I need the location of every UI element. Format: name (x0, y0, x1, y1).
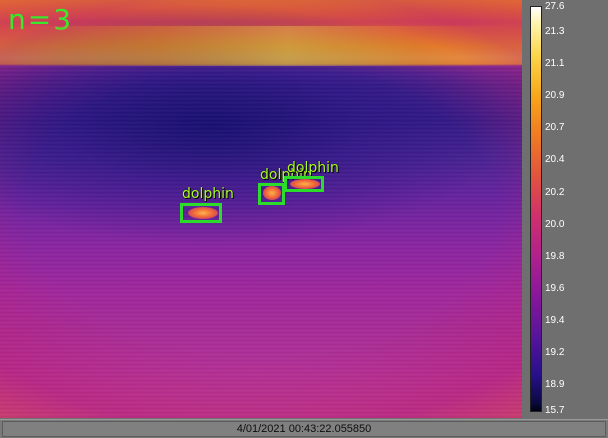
colorbar-tick: 19.8 (545, 251, 565, 262)
status-bar: 4/01/2021 00:43:22.055850 (0, 419, 608, 438)
temperature-colorbar (530, 6, 542, 412)
colorbar-tick: 27.6 (545, 1, 565, 12)
colorbar-tick: 21.3 (545, 26, 565, 37)
detection-count: n=3 (8, 3, 74, 36)
colorbar-tick: 19.4 (545, 315, 565, 326)
colorbar-tick: 19.6 (545, 283, 565, 294)
colorbar-tick: 20.4 (545, 154, 565, 165)
detection-label: dolphin (182, 186, 234, 202)
colorbar-tick: 20.0 (545, 219, 565, 230)
detection-label: dolphin (287, 160, 339, 176)
colorbar-tick: 21.1 (545, 58, 565, 69)
colorbar-tick: 18.9 (545, 379, 565, 390)
thermal-image-view: n=3 dolphin dolphin dolphin (0, 0, 522, 418)
detection-box[interactable] (258, 183, 285, 205)
colorbar-tick: 20.7 (545, 122, 565, 133)
frame-timestamp: 4/01/2021 00:43:22.055850 (236, 423, 372, 435)
colorbar-tick: 20.9 (545, 90, 565, 101)
dolphin-heat-signature (290, 179, 320, 189)
colorbar-tick: 15.7 (545, 405, 565, 416)
detection-box[interactable] (180, 203, 222, 223)
colorbar-tick: 19.2 (545, 347, 565, 358)
dolphin-heat-signature (263, 186, 281, 200)
dolphin-heat-signature (188, 207, 218, 219)
detection-box[interactable] (284, 176, 324, 192)
colorbar-tick: 20.2 (545, 187, 565, 198)
status-bar-panel (2, 421, 606, 437)
